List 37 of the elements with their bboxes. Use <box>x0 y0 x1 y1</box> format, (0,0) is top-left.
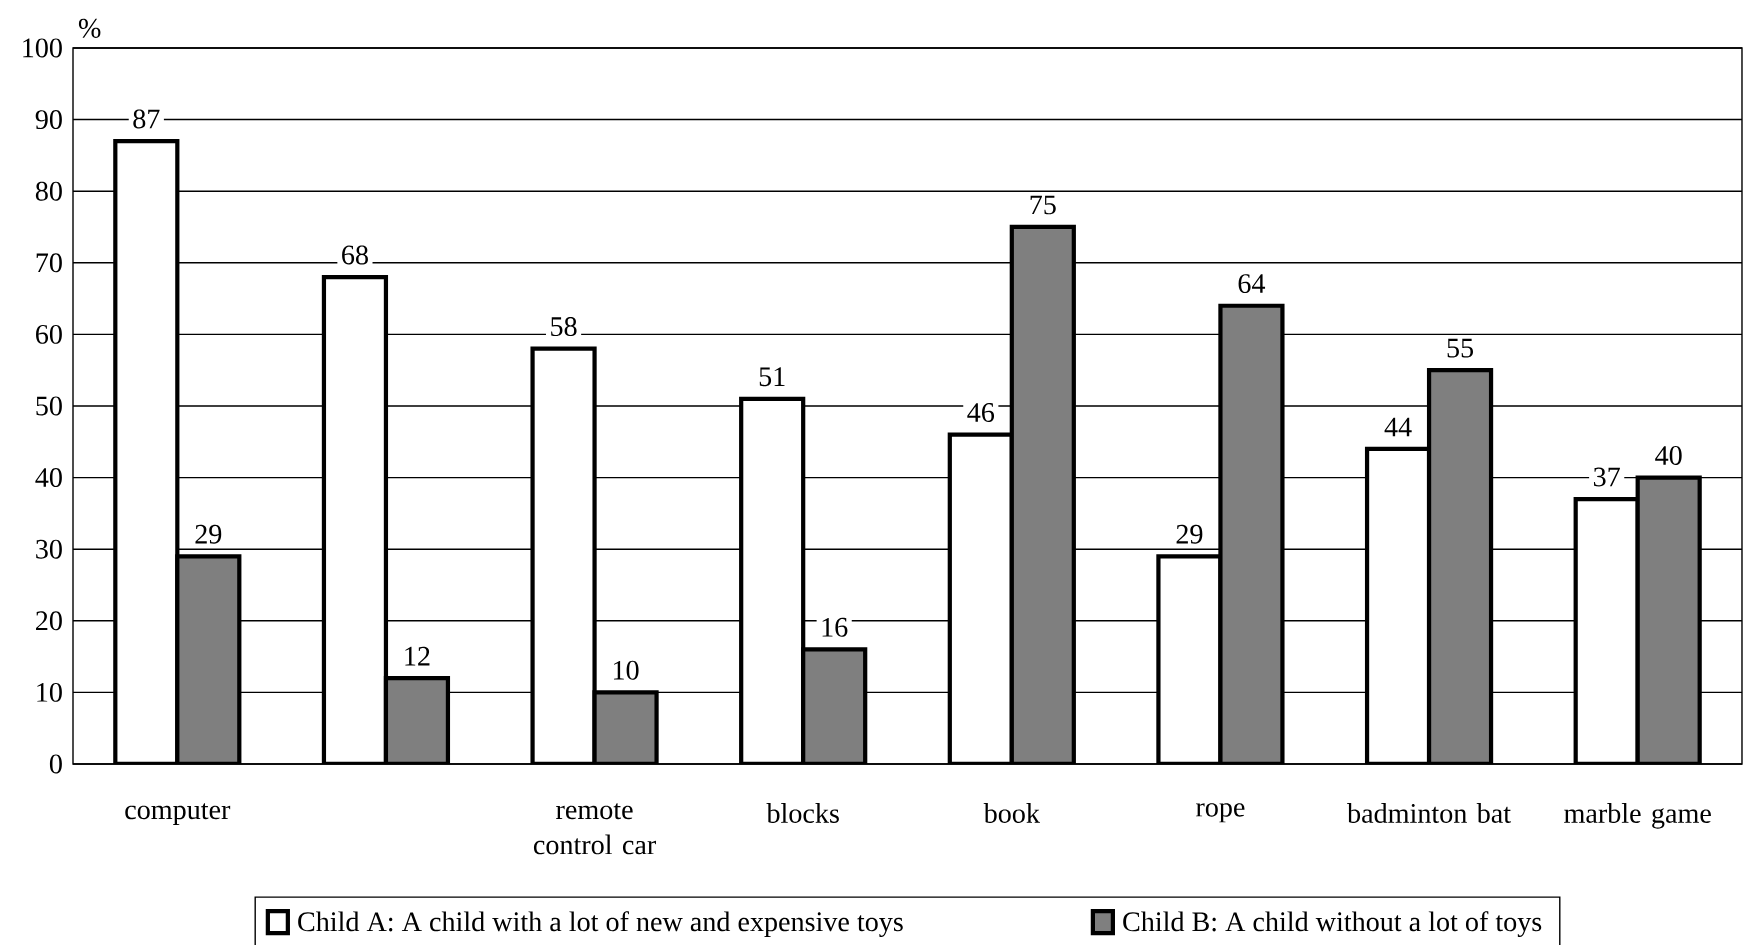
data-label: 51 <box>759 367 785 387</box>
data-label: 87 <box>133 109 160 129</box>
y-tick-label: 80 <box>35 181 62 201</box>
x-tick-label: rope <box>1196 803 1245 823</box>
y-tick-label: 10 <box>37 682 62 702</box>
y-tick-label: 0 <box>49 754 62 774</box>
x-tick-label: badminton bat <box>1347 803 1511 823</box>
x-tick-label: computer <box>125 803 231 825</box>
y-tick-label: 70 <box>36 253 62 273</box>
y-tick-label: 60 <box>36 324 62 344</box>
data-label: 37 <box>1593 467 1620 487</box>
data-label: 55 <box>1447 338 1474 358</box>
data-label: 16 <box>822 617 848 637</box>
y-axis-title: % <box>78 18 101 38</box>
data-label: 68 <box>342 245 368 265</box>
data-label: 64 <box>1238 274 1266 294</box>
data-label: 58 <box>551 317 577 337</box>
data-label: 12 <box>405 646 430 666</box>
data-label: 10 <box>613 660 639 680</box>
legend-label: Child B: A child without a lot of toys <box>1123 911 1542 938</box>
y-tick-label: 40 <box>35 468 62 488</box>
data-label: 40 <box>1655 445 1682 465</box>
data-label: 29 <box>1176 524 1203 544</box>
y-tick-label: 30 <box>36 539 62 559</box>
data-label: 29 <box>195 524 222 544</box>
y-tick-label: 100 <box>23 38 62 58</box>
x-tick-label: marble game <box>1564 803 1711 829</box>
data-label: 44 <box>1384 417 1412 437</box>
x-tick-label: blocks <box>766 803 839 823</box>
y-tick-label: 50 <box>36 396 62 416</box>
data-label: 75 <box>1030 195 1056 215</box>
y-tick-label: 20 <box>36 611 62 631</box>
x-tick-label: remote control car <box>533 803 656 855</box>
x-tick-label: book <box>983 803 1040 823</box>
y-tick-label: 90 <box>35 110 62 130</box>
data-label: 46 <box>967 403 995 422</box>
legend-label: Child A: A child with a lot of new and expensive toys <box>298 911 903 938</box>
